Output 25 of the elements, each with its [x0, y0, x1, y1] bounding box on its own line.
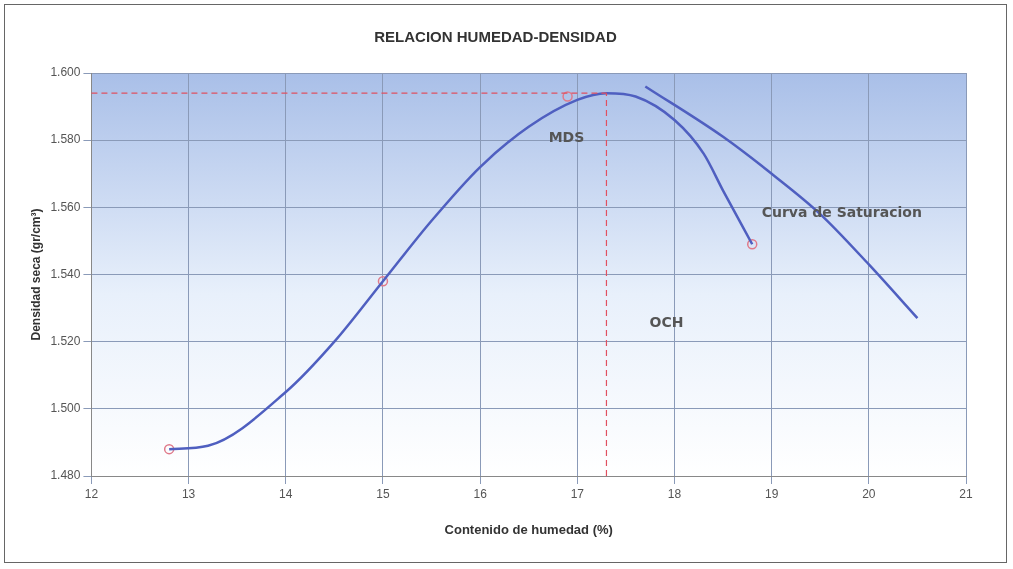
y-tick-label: 1.540	[50, 266, 81, 281]
x-tick-label: 12	[84, 486, 99, 501]
x-tick-label: 18	[667, 486, 682, 501]
point	[163, 443, 175, 455]
y-tick-label: 1.520	[50, 333, 81, 348]
y-tick-label: 1.480	[50, 468, 81, 483]
x-tick-label: 14	[279, 486, 293, 501]
point	[377, 275, 389, 287]
y-tick-label: 1.580	[50, 132, 81, 147]
x-tick-label: 20	[862, 486, 876, 501]
x-tick-label: 13	[181, 486, 196, 501]
annotation: MDS	[548, 128, 585, 145]
x-tick-label: 15	[376, 486, 390, 501]
point	[746, 239, 758, 250]
point	[562, 91, 573, 102]
x-tick-label: 16	[473, 486, 488, 501]
y-axis-title: Densidad seca (gr/cm³)	[28, 208, 43, 341]
x-tick-label: 21	[959, 486, 973, 501]
y-tick-label: 1.560	[50, 199, 81, 214]
y-tick-label: 1.500	[50, 401, 81, 416]
x-tick-label: 17	[570, 486, 585, 501]
y-tick-label: 1.600	[50, 65, 81, 80]
chart-title: RELACION HUMEDAD-DENSIDAD	[374, 28, 617, 46]
x-tick-label: 19	[764, 486, 779, 501]
x-axis-title: Contenido de humedad (%)	[444, 521, 613, 537]
